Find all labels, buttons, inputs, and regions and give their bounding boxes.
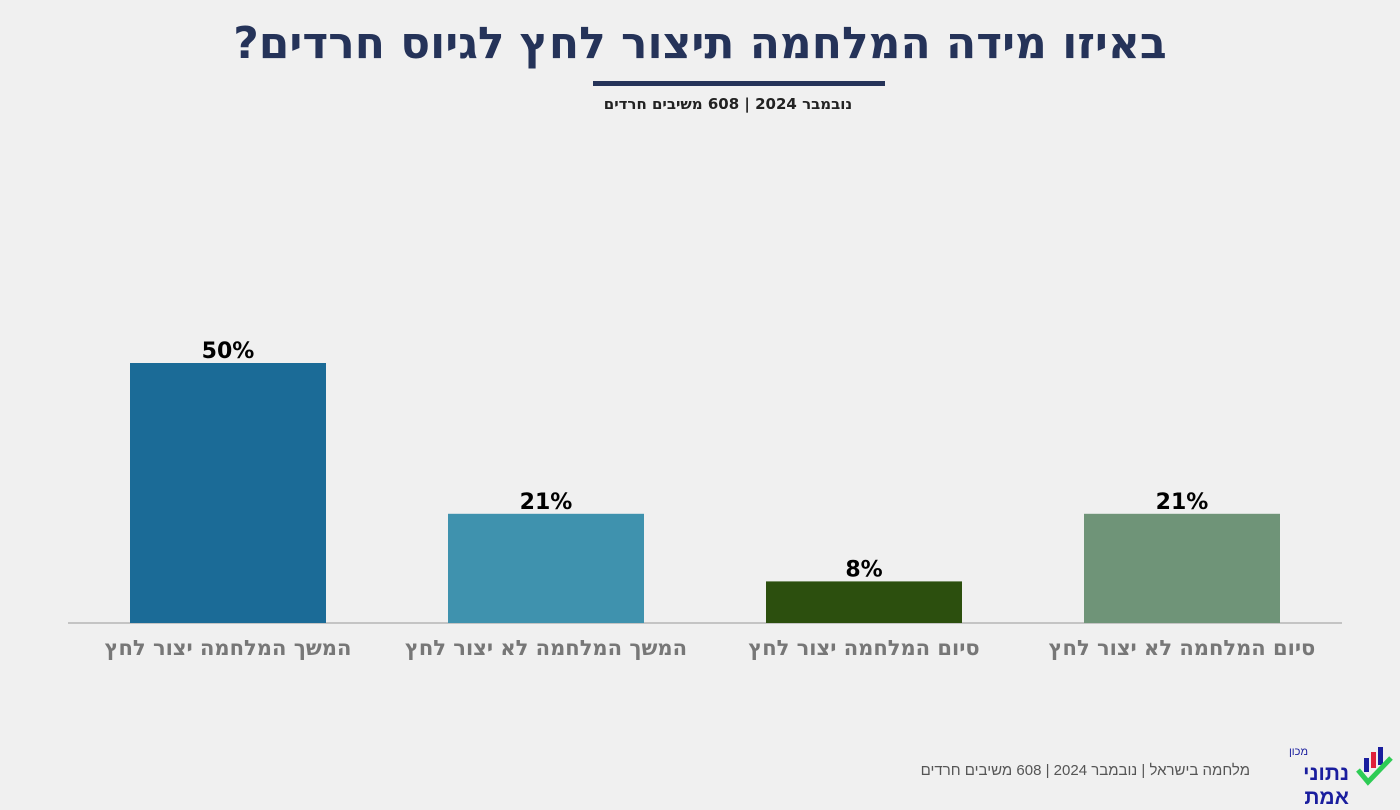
- chart-subtitle: נובמבר 2024 | 608 משיבים חרדים: [603, 95, 853, 113]
- bar: [766, 581, 962, 623]
- category-label: סיום המלחמה לא יצור לחץ: [1049, 636, 1316, 660]
- data-label: 21%: [520, 490, 573, 515]
- logo-small-text: מכון: [1288, 746, 1308, 758]
- data-label: 8%: [845, 557, 882, 582]
- logo: מכון נתוני אמת: [1264, 744, 1394, 809]
- data-label: 50%: [202, 339, 255, 364]
- bar: [448, 513, 644, 623]
- title-underline: [593, 81, 885, 86]
- logo-text: נתוני אמת: [1303, 762, 1349, 809]
- bar: [130, 363, 326, 623]
- footer-source: מלחמה בישראל | נובמבר 2024 | 608 משיבים …: [920, 762, 1250, 779]
- chart-title: באיזו מידה המלחמה תיצור לחץ לגיוס חרדים?: [233, 18, 1167, 69]
- category-label: המשך המלחמה לא יצור לחץ: [405, 636, 687, 660]
- bar: [1084, 513, 1280, 623]
- checkmark-logo-icon: [1356, 747, 1393, 786]
- category-label: סיום המלחמה יצור לחץ: [748, 636, 979, 660]
- data-label: 21%: [1156, 490, 1209, 515]
- category-label: המשך המלחמה יצור לחץ: [105, 636, 352, 660]
